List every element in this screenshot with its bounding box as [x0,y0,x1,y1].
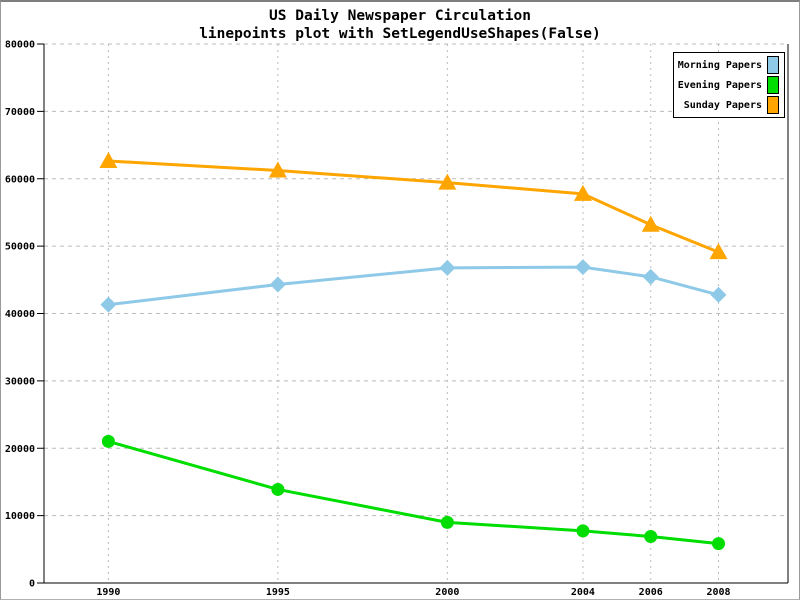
data-point-evening-papers [101,434,115,448]
x-tick-label: 1995 [266,587,290,598]
data-point-sunday-papers [573,184,592,201]
chart-title: US Daily Newspaper Circulation [269,8,531,24]
data-point-morning-papers [710,286,727,303]
x-tick-label: 2000 [435,587,459,598]
y-tick-label: 70000 [5,107,35,118]
legend-swatch-morning-icon [767,56,779,74]
legend-item-sunday-papers: Sunday Papers [677,95,779,115]
y-tick-label: 40000 [5,309,35,320]
legend-swatch-sunday-icon [767,96,779,114]
legend-item-morning-papers: Morning Papers [677,55,779,75]
series-line-sunday-papers [106,159,721,254]
y-tick-label: 10000 [5,511,35,522]
data-point-sunday-papers [709,243,728,260]
chart-subtitle: linepoints plot with SetLegendUseShapes(… [199,26,601,42]
data-point-morning-papers [574,259,591,276]
x-tick-label: 2006 [639,587,663,598]
legend: Morning Papers Evening Papers Sunday Pap… [673,52,785,118]
data-point-evening-papers [271,482,285,496]
data-point-sunday-papers [268,161,287,178]
legend-label: Evening Papers [677,79,762,91]
data-point-evening-papers [644,530,658,544]
y-tick-label: 20000 [5,444,35,455]
data-point-evening-papers [576,524,590,538]
data-point-sunday-papers [641,215,660,232]
data-point-morning-papers [269,276,286,293]
y-tick-label: 80000 [5,40,35,51]
x-tick-label: 2008 [706,587,730,598]
chart-title-block: US Daily Newspaper Circulation linepoint… [1,7,799,43]
legend-swatch-evening-icon [767,76,779,94]
data-point-evening-papers [440,515,454,529]
data-point-sunday-papers [438,173,457,190]
data-point-morning-papers [439,259,456,276]
data-point-morning-papers [642,268,659,285]
x-tick-label: 2004 [571,587,595,598]
legend-label: Morning Papers [677,59,762,71]
legend-label: Sunday Papers [683,99,762,111]
series-line-morning-papers [106,265,721,307]
series-line-evening-papers [106,439,721,546]
y-tick-label: 50000 [5,242,35,253]
data-point-sunday-papers [99,151,118,168]
x-tick-label: 1990 [96,587,120,598]
y-tick-label: 0 [29,579,35,590]
legend-item-evening-papers: Evening Papers [677,75,779,95]
y-tick-label: 60000 [5,174,35,185]
y-tick-label: 30000 [5,376,35,387]
data-point-evening-papers [712,537,726,551]
data-point-morning-papers [100,296,117,313]
